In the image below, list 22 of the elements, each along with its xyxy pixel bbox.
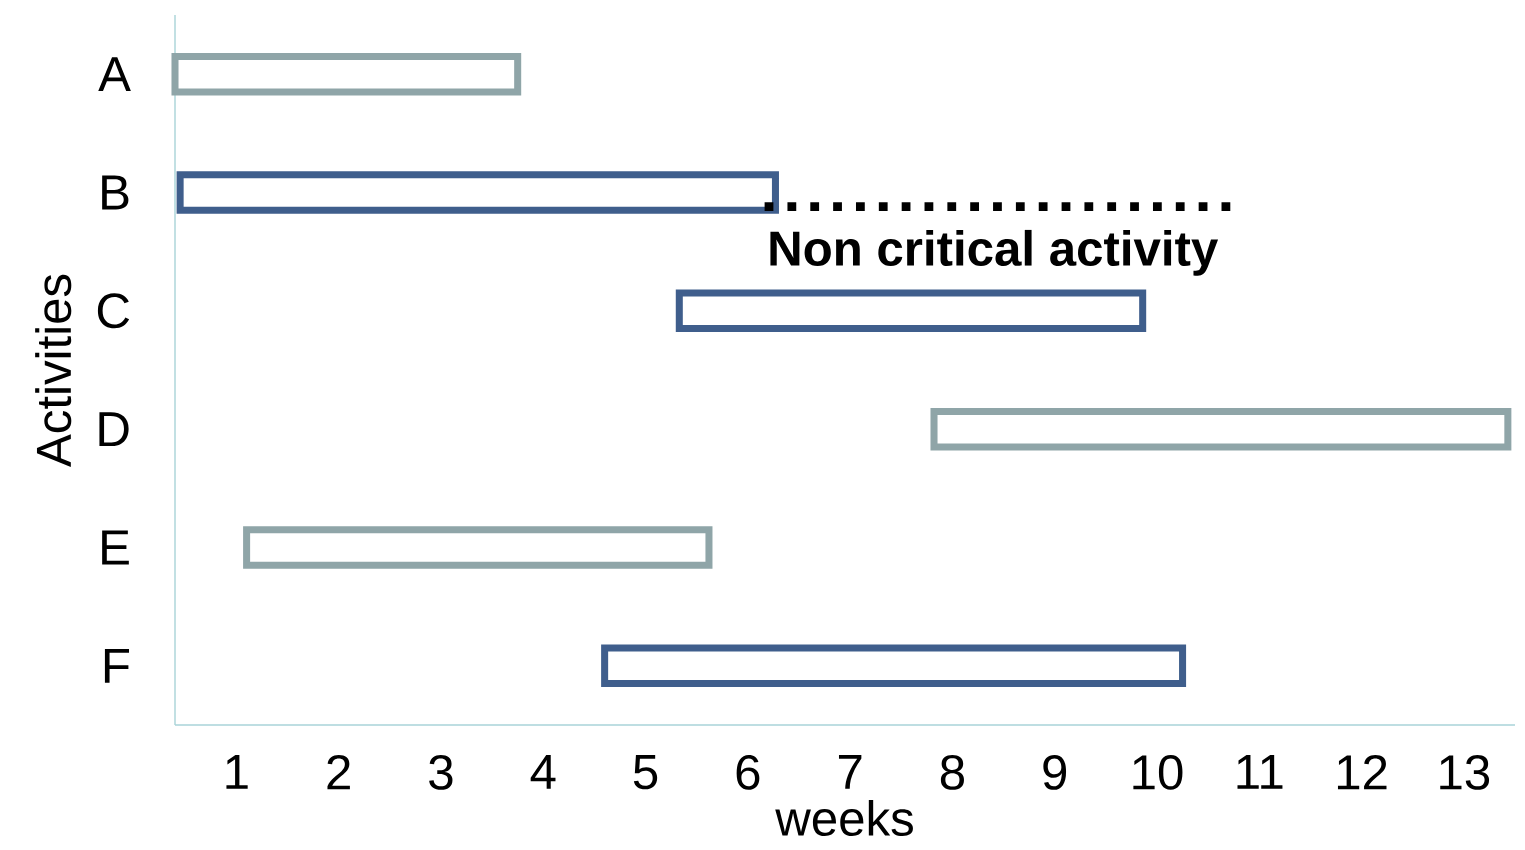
y-tick-label: C xyxy=(97,293,130,329)
y-tick-label: A xyxy=(98,57,131,92)
y-tick-label: B xyxy=(102,175,129,210)
x-tick-label: 9 xyxy=(1043,754,1067,790)
x-tick-label: 13 xyxy=(1440,754,1490,790)
annotation: Non critical activity xyxy=(770,229,1219,276)
x-tick-label: 6 xyxy=(736,754,760,790)
y-tick-label: D xyxy=(99,412,129,447)
x-tick-label: 12 xyxy=(1337,754,1387,790)
x-axis-title: weeks xyxy=(775,799,913,837)
y-tick-label: F xyxy=(104,648,130,683)
y-tick-label: E xyxy=(102,530,129,565)
x-tick-label: 1 xyxy=(226,754,248,789)
x-tick-label: 7 xyxy=(838,754,862,789)
x-tick-label: 2 xyxy=(327,754,350,790)
x-tick-label: 10 xyxy=(1133,754,1183,790)
x-tick-label: 3 xyxy=(429,754,453,790)
x-tick-label: 8 xyxy=(940,754,964,790)
x-tick-label: 11 xyxy=(1237,754,1283,789)
x-tick-label: 4 xyxy=(530,754,556,789)
x-tick-label: 5 xyxy=(633,754,658,790)
y-axis-title: Activities xyxy=(35,274,72,467)
